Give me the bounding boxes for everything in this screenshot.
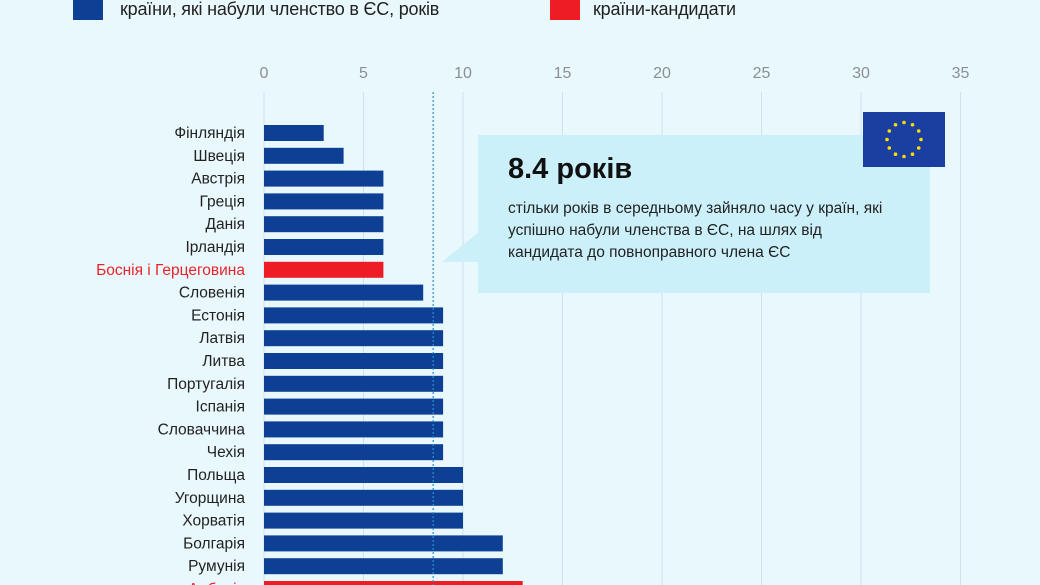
category-label: Австрія [191,171,245,188]
bar [264,216,384,233]
legend-swatch-member [73,0,103,20]
flag-star [910,122,915,127]
bar [264,170,384,187]
callout-pointer [442,232,479,262]
bar [264,398,444,415]
bar [264,330,444,347]
category-label: Польща [187,467,245,484]
flag-star [902,120,906,125]
bar [264,489,463,506]
category-label: Іспанія [196,399,245,416]
flag-star [887,129,892,133]
category-label: Словаччина [158,421,246,438]
category-label: Албанія [188,581,245,585]
bar [264,193,384,210]
bar [264,444,444,461]
category-label: Боснія і Герцеговина [96,262,245,279]
bar [264,307,444,324]
bar [264,421,444,438]
category-label: Латвія [199,330,245,347]
category-label: Естонія [191,307,245,324]
legend-swatch-candidate [550,0,580,20]
bar [264,467,463,483]
flag-star [902,154,906,159]
category-label: Ірландія [185,239,245,256]
category-label: Чехія [207,444,245,461]
bar [264,581,523,585]
flag-star [919,137,923,142]
x-tick-label: 25 [753,65,771,82]
bar [264,239,384,255]
flag-star [910,152,915,157]
flag-star [893,122,898,127]
bar [264,375,444,392]
bar [264,147,344,164]
category-label: Болгарія [183,535,245,552]
category-label: Данія [205,216,245,233]
category-label: Угорщина [175,490,246,507]
x-tick-label: 15 [554,65,572,82]
flag-star [885,137,889,142]
x-tick-label: 20 [653,65,671,82]
flag-star [893,152,898,157]
flag-star [887,146,892,150]
legend-label-member: країни, які набули членство в ЄС, років [120,0,440,19]
category-label: Хорватія [182,513,245,530]
callout-text: стільки років в середньому зайняло часу … [508,200,883,261]
bar [264,125,324,141]
legend-label-candidate: країни-кандидати [593,0,736,19]
flag-star [916,146,921,150]
category-label: Португалія [167,376,245,393]
category-label: Словенія [179,285,245,302]
flag-star [916,129,921,133]
bar [264,353,444,369]
bar [264,512,463,529]
x-tick-label: 30 [852,65,870,82]
category-label: Греція [200,193,245,210]
category-label: Швеція [193,148,245,165]
bar [264,284,424,301]
x-tick-label: 10 [454,65,472,82]
average-callout: 8.4 років стільки років в середньому зай… [478,135,930,293]
x-tick-label: 5 [359,65,368,82]
bar [264,558,503,575]
x-tick-label: 35 [952,65,970,82]
bar [264,535,503,552]
eu-flag-icon [863,112,945,167]
category-label: Литва [202,353,245,370]
bar [264,261,384,278]
category-label: Фінляндія [174,125,245,142]
category-label: Румунія [188,558,245,575]
callout-value: 8.4 років [508,153,633,185]
x-tick-label: 0 [260,65,269,82]
